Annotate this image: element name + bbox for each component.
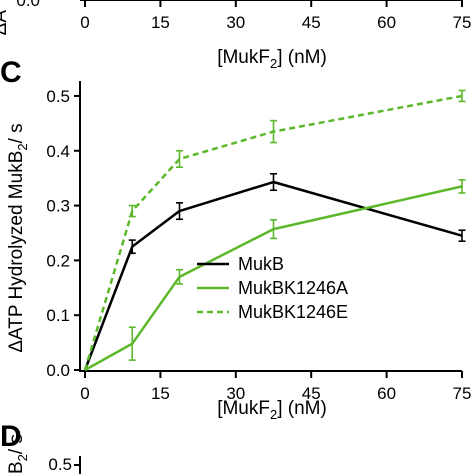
top-x-tick-label: 60	[377, 13, 396, 32]
top-y-axis-label: ΔA	[0, 10, 11, 36]
y-tick-label: 0.2	[46, 251, 70, 270]
top-x-tick-label: 45	[302, 13, 321, 32]
panel-d-label: D	[0, 420, 22, 453]
y-tick-label: 0.4	[46, 142, 70, 161]
y-tick-label: 0.5	[46, 87, 70, 106]
x-tick-label: 75	[453, 384, 472, 403]
panel-c-plot: 0.0 0.1 0.2 0.3 0.4 0.5 0 15 30 45 60 75 MukB MukBK12…	[46, 81, 471, 403]
x-tick-label: 15	[151, 384, 170, 403]
top-x-tick-label: 15	[151, 13, 170, 32]
panel-d-y-axis-title: B2/ s	[6, 434, 30, 474]
top-x-tick-label: 0	[80, 13, 89, 32]
panel-c: C ΔATP Hydrolyzed MukB2/ s 0.00.10.20.30…	[0, 56, 471, 422]
y-tick-label: 0.1	[46, 306, 70, 325]
panel-d: D B2/ s 0.5	[0, 420, 81, 474]
y-tick-label: 0.0	[46, 361, 70, 380]
panel-c-label: C	[0, 56, 22, 89]
top-y-tick-label: 0.0	[16, 0, 40, 10]
top-panel: ΔA 0.0 0 15 30 45 60 75 [MukF2] (nM)	[0, 0, 471, 71]
panel-d-y-tick-label: 0.5	[48, 455, 72, 474]
series-line-mukbk1246e	[83, 94, 463, 371]
legend-label-mukbk1246a: MukBK1246A	[238, 278, 348, 298]
top-x-tick-label: 30	[226, 13, 245, 32]
legend-label-mukb: MukB	[238, 254, 284, 274]
top-x-ticks: 0 15 30 45 60 75	[80, 0, 471, 32]
panel-c-x-axis-title: [MukF2] (nM)	[217, 398, 327, 422]
x-tick-label: 60	[377, 384, 396, 403]
panel-c-y-axis-title: ΔATP Hydrolyzed MukB2/ s	[6, 123, 30, 352]
y-tick-label: 0.3	[46, 197, 70, 216]
top-x-tick-label: 75	[453, 13, 472, 32]
legend-label-mukbk1246e: MukBK1246E	[238, 302, 348, 322]
x-tick-label: 0	[80, 384, 89, 403]
x-tick-label: 45	[302, 384, 321, 403]
top-x-axis-title: [MukF2] (nM)	[217, 47, 327, 71]
series-line-mukb	[83, 180, 463, 371]
x-tick-label: 30	[226, 384, 245, 403]
